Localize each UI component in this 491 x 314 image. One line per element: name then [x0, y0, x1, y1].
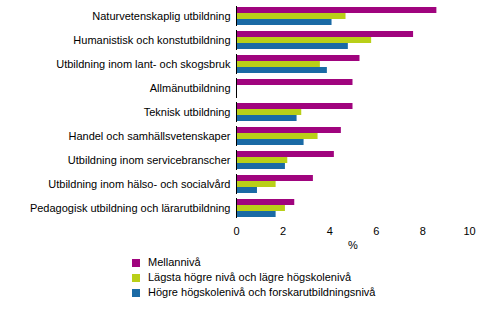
svg-text:Handel och samhällsvetenskaper: Handel och samhällsvetenskaper: [68, 130, 230, 142]
html-text:Mellannivå: Mellannivå: [148, 256, 201, 268]
svg-text:Humanistisk och konstutbildnin: Humanistisk och konstutbildning: [73, 34, 230, 46]
svg-text:4: 4: [327, 225, 333, 237]
svg-text:0: 0: [233, 225, 239, 237]
svg-text:Utbildning inom lant- och skog: Utbildning inom lant- och skogsbruk: [56, 58, 231, 70]
html-text:Lägsta högre nivå och lägre hö: Lägsta högre nivå och lägre högskolenivå: [148, 271, 351, 283]
html-text:Högre högskolenivå och forskar: Högre högskolenivå och forskarutbildning…: [148, 286, 376, 298]
svg-text:8: 8: [420, 225, 426, 237]
svg-text:2: 2: [280, 225, 286, 237]
svg-text:Allmänutbildning: Allmänutbildning: [150, 82, 231, 94]
svg-text:Utbildning inom servicebransch: Utbildning inom servicebranscher: [68, 154, 231, 166]
svg-text:Naturvetenskaplig utbildning: Naturvetenskaplig utbildning: [92, 10, 230, 22]
svg-text:Pedagogisk utbildning och lära: Pedagogisk utbildning och lärarutbildnin…: [30, 202, 231, 214]
svg-text:%: %: [348, 239, 358, 251]
svg-text:Utbildning inom hälso- och soc: Utbildning inom hälso- och socialvård: [48, 178, 230, 190]
svg-text:Teknisk utbildning: Teknisk utbildning: [144, 106, 231, 118]
svg-text:10: 10: [463, 225, 475, 237]
svg-text:6: 6: [373, 225, 379, 237]
